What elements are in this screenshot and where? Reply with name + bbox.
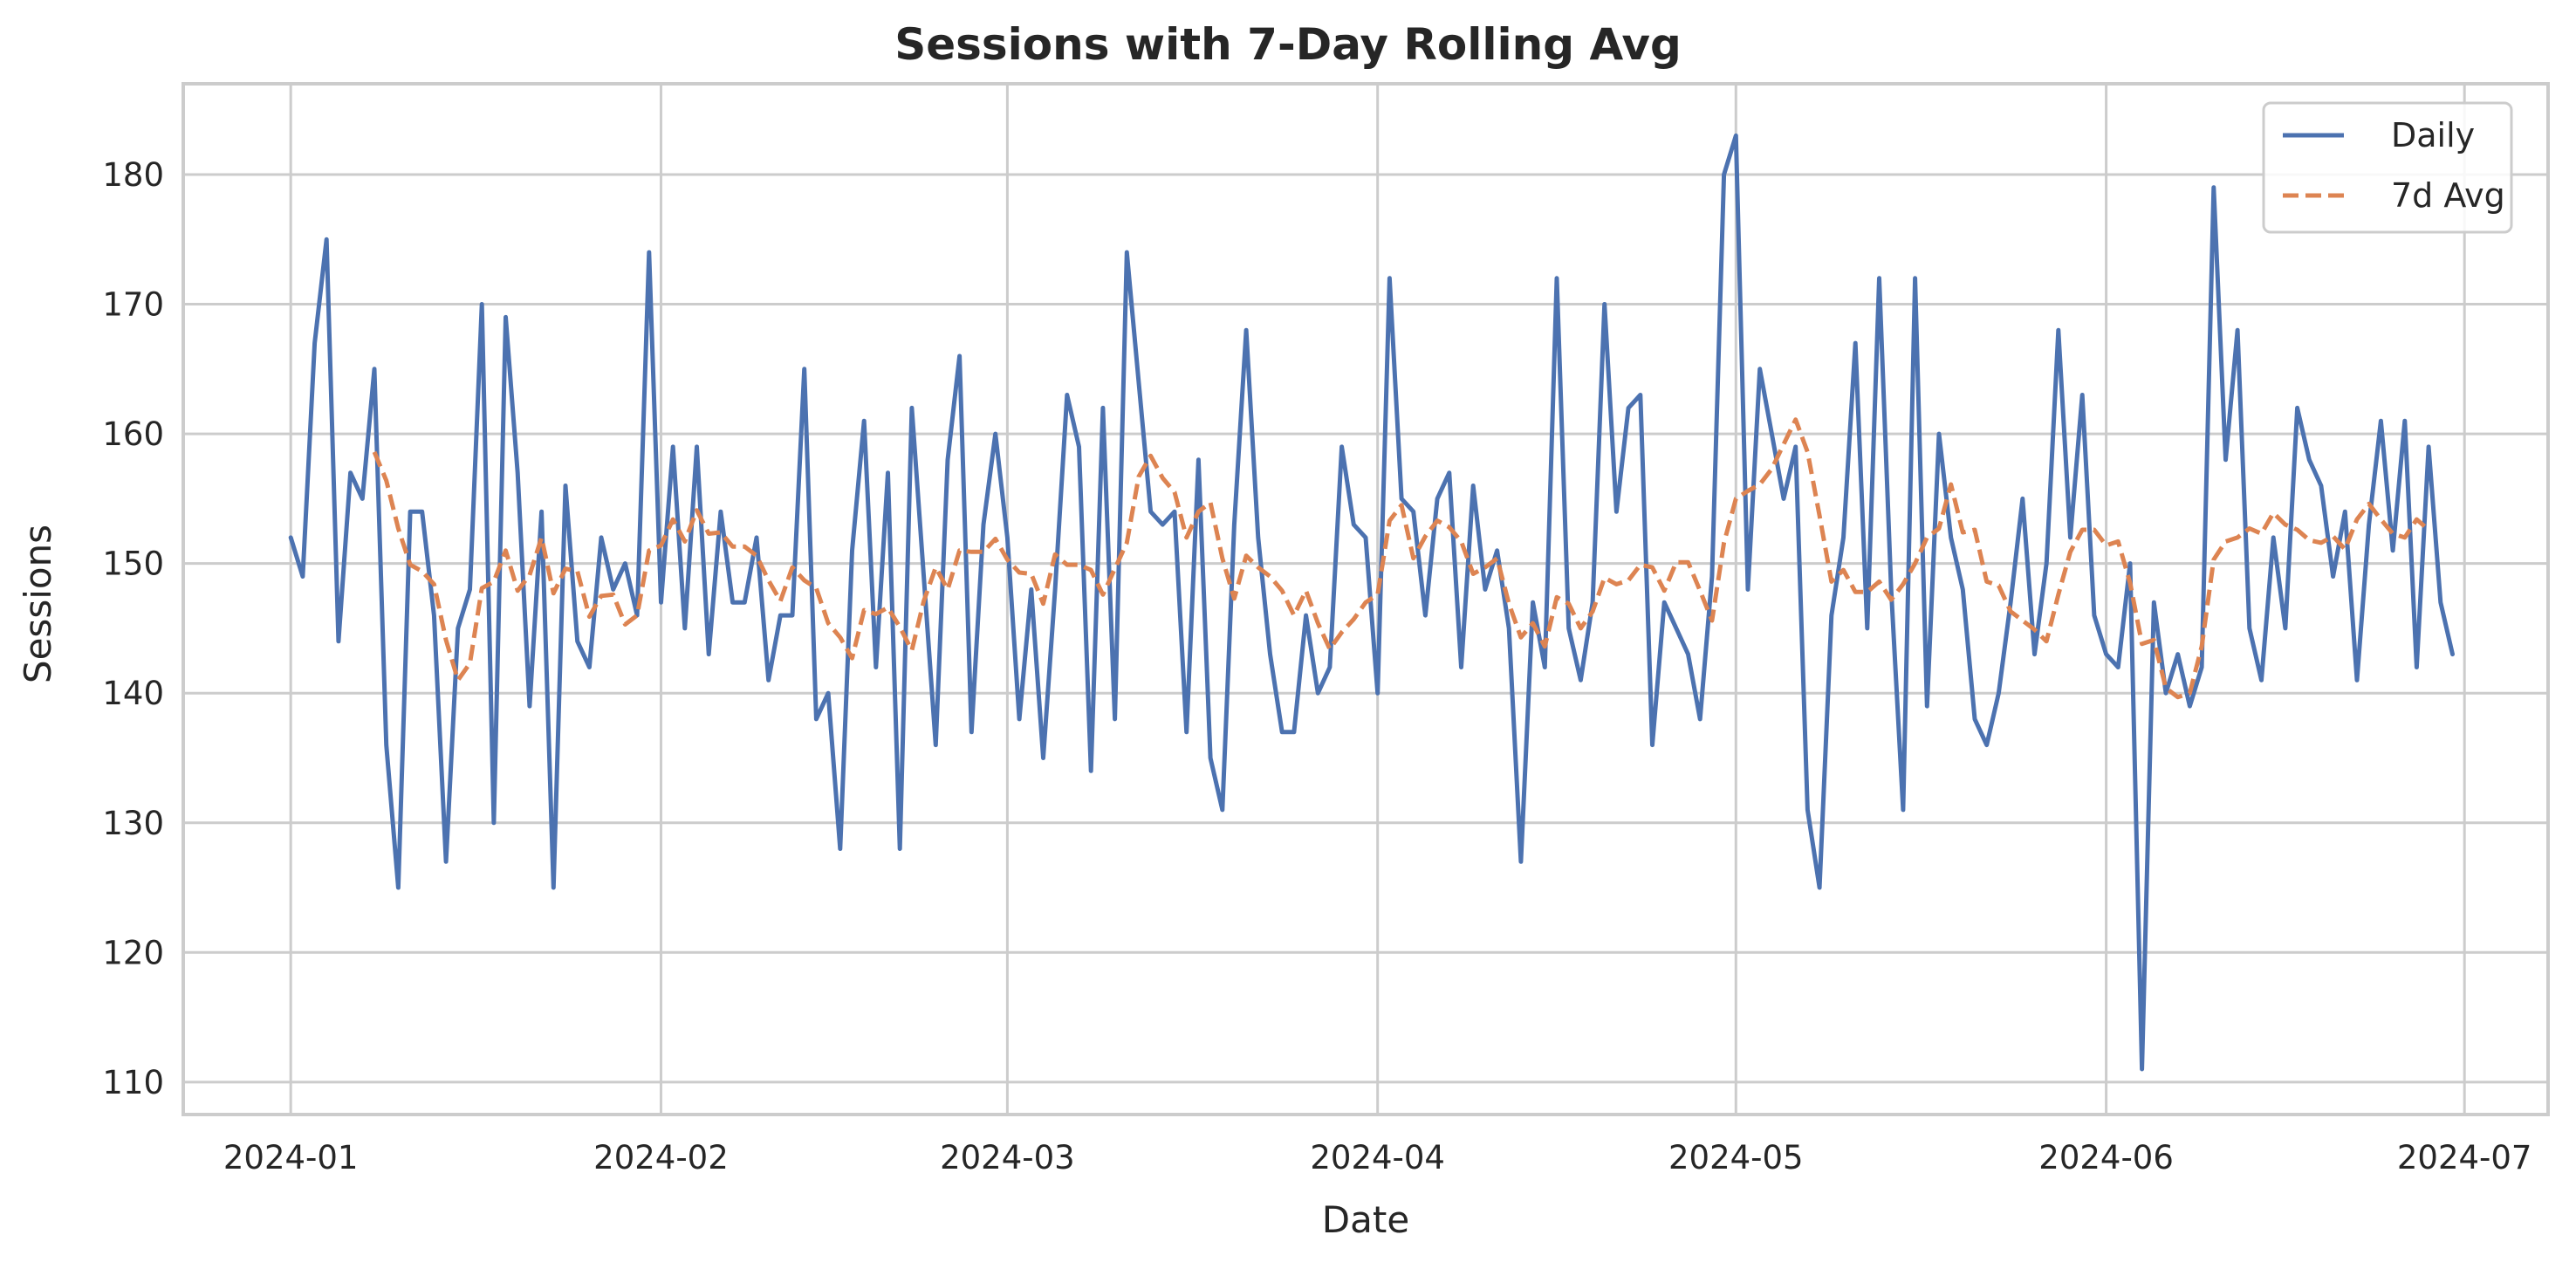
y-tick-label: 170 bbox=[102, 286, 164, 324]
y-tick-label: 140 bbox=[102, 675, 164, 712]
series-line-7d-avg bbox=[372, 417, 2430, 700]
y-tick-label: 150 bbox=[102, 545, 164, 583]
x-tick-label: 2024-07 bbox=[2397, 1139, 2532, 1176]
x-tick-label: 2024-05 bbox=[1668, 1139, 1804, 1176]
y-axis-label: Sessions bbox=[17, 525, 59, 683]
y-tick-label: 110 bbox=[102, 1064, 164, 1101]
legend: Daily 7d Avg bbox=[2262, 101, 2513, 234]
x-tick-label: 2024-01 bbox=[223, 1139, 359, 1176]
x-tick-label: 2024-03 bbox=[940, 1139, 1075, 1176]
x-axis-label: Date bbox=[1322, 1198, 1409, 1241]
x-tick-label: 2024-06 bbox=[2038, 1139, 2174, 1176]
chart-title: Sessions with 7-Day Rolling Avg bbox=[894, 19, 1682, 70]
x-tick-label: 2024-04 bbox=[1310, 1139, 1445, 1176]
legend-label-daily: Daily bbox=[2391, 116, 2475, 154]
plot-frame bbox=[182, 82, 2550, 1116]
series-line-daily bbox=[288, 133, 2455, 1072]
y-tick-label: 120 bbox=[102, 934, 164, 971]
axis-ticks: 110 120 130 140 150 160 170 180 2024-01 2024-02 20… bbox=[102, 156, 2531, 1176]
x-tick-label: 2024-02 bbox=[593, 1139, 729, 1176]
y-tick-label: 130 bbox=[102, 805, 164, 842]
y-tick-label: 180 bbox=[102, 156, 164, 194]
y-tick-label: 160 bbox=[102, 415, 164, 453]
legend-label-7d-avg: 7d Avg bbox=[2391, 176, 2505, 215]
plot-series bbox=[288, 133, 2455, 1072]
